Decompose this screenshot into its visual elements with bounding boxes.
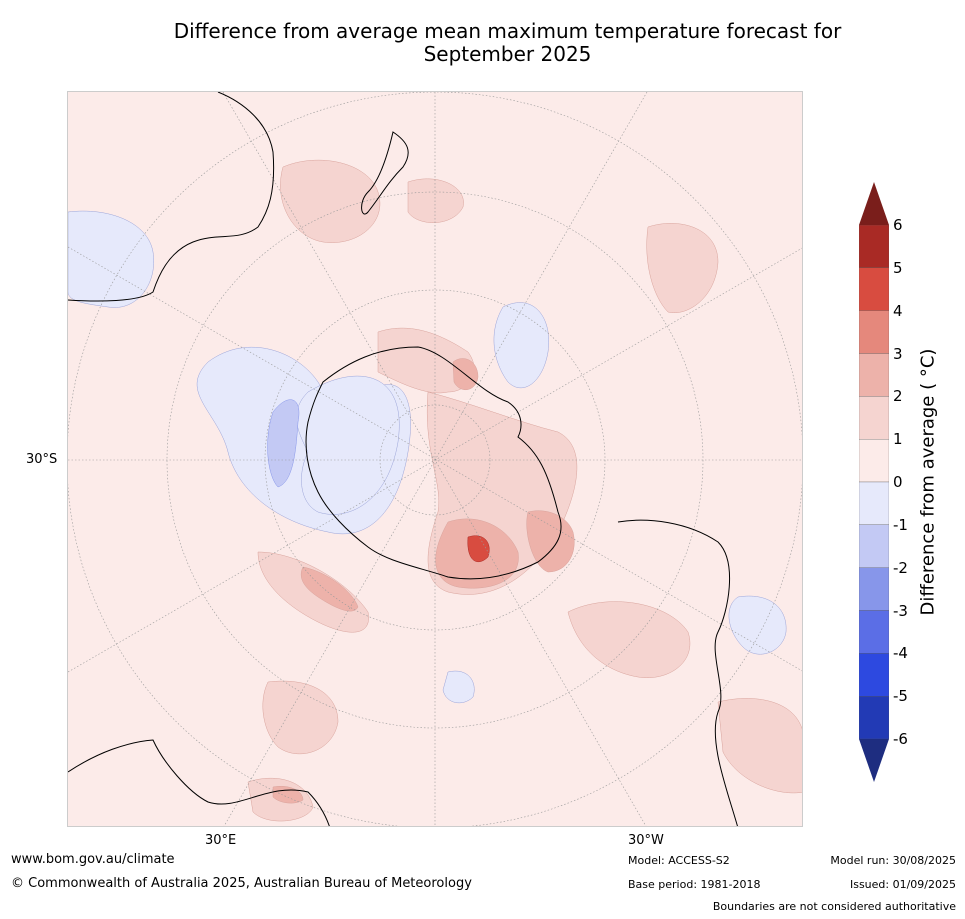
cool-patch-brazil: [728, 595, 787, 655]
warm-patch-south-america-east: [717, 698, 802, 794]
africa-coast: [68, 739, 330, 826]
warm-patch-nz-east: [407, 178, 464, 223]
copyright-text: © Commonwealth of Australia 2025, Austra…: [11, 876, 472, 891]
cool-anomaly-patches: [68, 210, 787, 704]
warm-anomaly-patches: [247, 159, 802, 822]
colorbar-bin-4: [859, 396, 889, 440]
coastlines: [68, 92, 738, 826]
meridian-60w: [68, 247, 802, 673]
colorbar-bin-11: [859, 696, 889, 740]
disclaimer-text: Boundaries are not considered authoritat…: [712, 900, 956, 913]
colorbar-bin-0: [859, 224, 889, 268]
warm-patch-south-indian-core: [300, 566, 359, 612]
colorbar-bin-5: [859, 439, 889, 483]
model-run-text: Model run: 30/08/2025: [830, 854, 956, 867]
website-link[interactable]: www.bom.gov.au/climate: [11, 852, 175, 867]
warm-patch-southeast: [262, 680, 339, 755]
colorbar-tick-label: 5: [893, 258, 903, 277]
colorbar: [859, 182, 889, 782]
colorbar-tick-label: 4: [893, 301, 903, 320]
warm-patch-pacific-north: [646, 223, 719, 314]
colorbar-tick-label: -5: [893, 687, 908, 706]
base-period-text: Base period: 1981-2018: [628, 878, 761, 891]
warm-patch-weddell: [526, 510, 575, 573]
new-zealand-coast: [361, 131, 409, 215]
colorbar-bin-2: [859, 310, 889, 354]
lat-label-30s: 30°S: [26, 452, 58, 467]
warm-patch-south-atlantic: [567, 601, 691, 679]
colorbar-bin-3: [859, 353, 889, 397]
colorbar-tick-label: 1: [893, 430, 903, 449]
colorbar-tick-label: -3: [893, 601, 908, 620]
colorbar-bin-7: [859, 524, 889, 568]
colorbar-title: Difference from average ( °C): [917, 348, 939, 616]
lon-label-30e: 30°E: [205, 833, 237, 848]
australia-coast: [68, 92, 275, 302]
colorbar-bin-9: [859, 610, 889, 654]
cool-patch-strong: [267, 399, 300, 488]
colorbar-tick-label: 0: [893, 473, 903, 491]
antarctica-coast: [305, 346, 562, 580]
colorbar-tick-label: 6: [893, 216, 903, 234]
polar-map: [67, 91, 803, 827]
colorbar-tick-label: 3: [893, 344, 903, 363]
colorbar-tick-label: -4: [893, 644, 908, 663]
south-america-coast: [617, 519, 738, 826]
cool-patch-small: [442, 670, 475, 704]
colorbar-tick-label: 2: [893, 387, 903, 406]
colorbar-bin-8: [859, 567, 889, 611]
cool-patch-africa-west: [68, 210, 155, 308]
colorbar-bin-1: [859, 267, 889, 311]
colorbar-tick-label: -1: [893, 515, 908, 534]
cool-patch-atlantic: [493, 302, 550, 388]
colorbar-tick-label: -2: [893, 558, 908, 577]
map-svg: [68, 92, 802, 826]
warm-patch-weddell-hot: [467, 535, 490, 562]
colorbar-over-triangle: [859, 182, 889, 225]
warm-patch-nz: [280, 159, 381, 243]
graticule: [68, 92, 802, 826]
issued-text: Issued: 01/09/2025: [849, 878, 956, 891]
title-line-2: September 2025: [423, 42, 592, 66]
chart-title: Difference from average mean maximum tem…: [60, 20, 955, 66]
colorbar-tick-label: -6: [893, 730, 908, 748]
model-text: Model: ACCESS-S2: [628, 854, 730, 867]
lon-label-30w: 30°W: [628, 833, 664, 848]
colorbar-bin-10: [859, 653, 889, 697]
colorbar-under-triangle: [859, 739, 889, 782]
colorbar-bin-6: [859, 481, 889, 525]
title-line-1: Difference from average mean maximum tem…: [173, 19, 842, 43]
colorbar-bins: [859, 224, 889, 740]
